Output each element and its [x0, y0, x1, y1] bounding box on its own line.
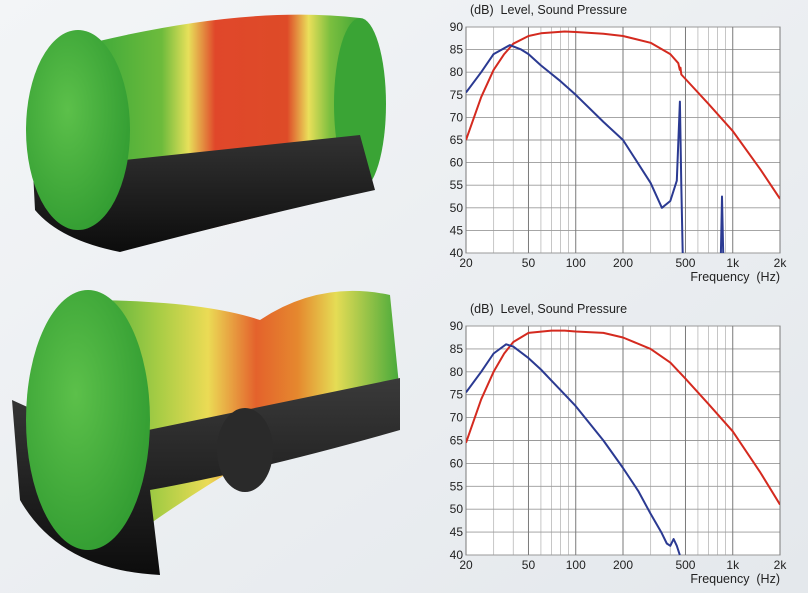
- flared-ridge: [217, 408, 273, 492]
- y-tick-label: 80: [450, 365, 464, 379]
- y-tick-label: 75: [450, 88, 464, 102]
- flared-near-end: [26, 290, 150, 550]
- x-tick-label: 1k: [726, 256, 740, 270]
- x-axis-label: Frequency (Hz): [690, 270, 780, 284]
- series-line: [466, 343, 681, 556]
- tube-render-straight: [26, 14, 386, 252]
- charts: (dB) Level, Sound Pressure Frequency (Hz)…: [450, 3, 788, 586]
- x-tick-label: 100: [566, 558, 586, 572]
- y-tick-label: 40: [450, 246, 464, 260]
- y-tick-label: 75: [450, 388, 464, 402]
- y-tick-label: 70: [450, 110, 464, 124]
- x-tick-label: 1k: [726, 558, 740, 572]
- line-chart: (dB) Level, Sound Pressure Frequency (Hz)…: [450, 302, 788, 586]
- x-tick-label: 2k: [774, 256, 788, 270]
- x-tick-label: 500: [675, 558, 695, 572]
- x-tick-label: 200: [613, 558, 633, 572]
- chart-title: (dB) Level, Sound Pressure: [470, 302, 627, 316]
- tube-near-end: [26, 30, 130, 230]
- series-line: [466, 329, 780, 506]
- y-tick-label: 50: [450, 502, 464, 516]
- x-tick-label: 50: [522, 558, 536, 572]
- x-tick-label: 20: [459, 558, 473, 572]
- tube-shell: [30, 112, 375, 252]
- y-tick-label: 90: [450, 20, 464, 34]
- y-tick-label: 50: [450, 201, 464, 215]
- chart-title: (dB) Level, Sound Pressure: [470, 3, 627, 17]
- series-line: [466, 30, 780, 200]
- y-tick-label: 65: [450, 434, 464, 448]
- x-tick-label: 200: [613, 256, 633, 270]
- tube-render-flared: [12, 290, 400, 575]
- y-tick-label: 60: [450, 156, 464, 170]
- y-tick-label: 85: [450, 43, 464, 57]
- y-tick-label: 55: [450, 479, 464, 493]
- y-tick-label: 55: [450, 178, 464, 192]
- y-tick-label: 45: [450, 223, 464, 237]
- y-tick-label: 85: [450, 342, 464, 356]
- series-line: [466, 44, 725, 254]
- y-tick-label: 90: [450, 319, 464, 333]
- y-tick-label: 45: [450, 525, 464, 539]
- line-chart: (dB) Level, Sound Pressure Frequency (Hz)…: [450, 3, 788, 284]
- x-axis-label: Frequency (Hz): [690, 572, 780, 586]
- x-tick-label: 20: [459, 256, 473, 270]
- y-tick-label: 80: [450, 65, 464, 79]
- x-tick-label: 50: [522, 256, 536, 270]
- x-tick-label: 100: [566, 256, 586, 270]
- x-tick-label: 2k: [774, 558, 788, 572]
- y-tick-label: 40: [450, 548, 464, 562]
- y-tick-label: 65: [450, 133, 464, 147]
- x-tick-label: 500: [675, 256, 695, 270]
- y-tick-label: 70: [450, 411, 464, 425]
- y-tick-label: 60: [450, 456, 464, 470]
